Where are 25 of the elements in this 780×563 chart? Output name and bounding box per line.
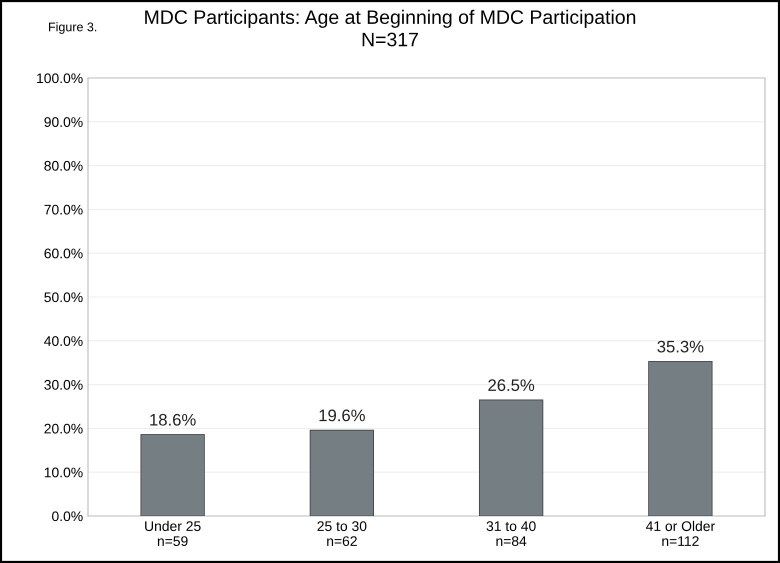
data-label: 35.3%: [657, 340, 704, 353]
chart-title: MDC Participants: Age at Beginning of MDC Participation N=317: [145, 10, 636, 46]
bar: [478, 400, 544, 516]
y-tick-label: 20.0%: [44, 424, 83, 434]
x-tick-label: 41 or Older n=112: [646, 520, 715, 546]
caption: Figure 3.: [49, 22, 96, 34]
bar: [648, 360, 713, 516]
y-tick-label: 40.0%: [44, 336, 83, 346]
y-tick-label: 90.0%: [44, 117, 83, 127]
data-label: 18.6%: [150, 414, 196, 426]
y-tick-label: 100.0%: [37, 73, 83, 84]
y-tick-label: 70.0%: [44, 204, 83, 215]
y-tick-label: 80.0%: [44, 160, 83, 171]
y-tick-label: 60.0%: [44, 248, 83, 258]
y-tick-label: 50.0%: [44, 292, 83, 302]
bar: [310, 430, 374, 516]
bar: [140, 434, 205, 516]
y-tick-label: 0.0%: [52, 511, 83, 522]
x-tick-label: 31 to 40 n=84: [486, 521, 536, 546]
y-tick-label: 10.0%: [44, 468, 83, 478]
x-tick-label: 25 to 30 n=62: [317, 521, 366, 546]
data-label: 26.5%: [488, 379, 534, 392]
x-tick-label: Under 25 n=59: [145, 520, 201, 546]
y-tick-label: 30.0%: [44, 380, 83, 390]
data-label: 19.6%: [320, 410, 365, 422]
